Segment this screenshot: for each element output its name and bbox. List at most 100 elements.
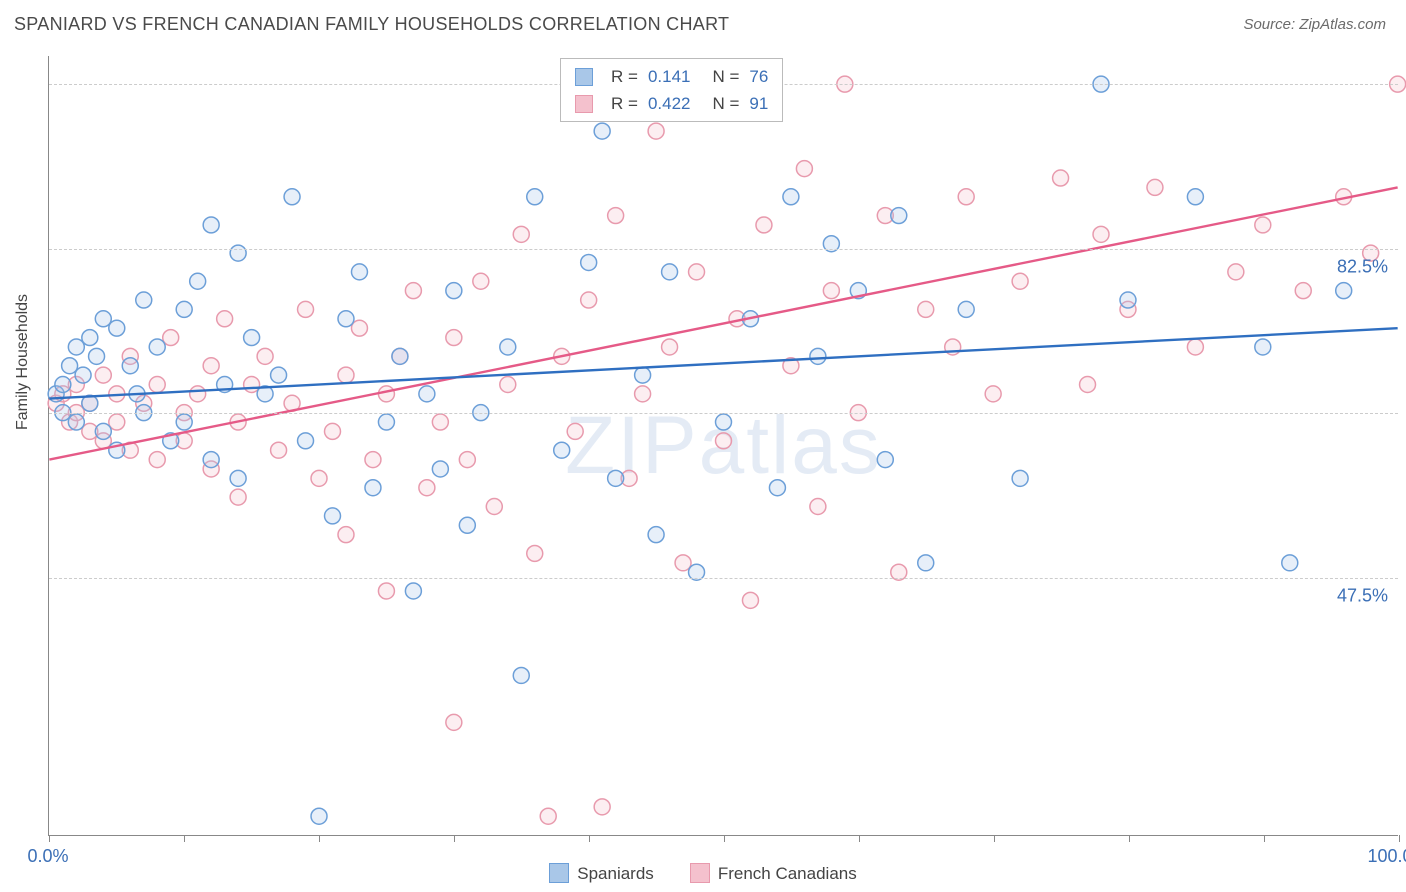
data-point bbox=[985, 386, 1001, 402]
x-tick bbox=[724, 835, 725, 842]
data-point bbox=[459, 517, 475, 533]
data-point bbox=[716, 414, 732, 430]
data-point bbox=[244, 377, 260, 393]
stat-label-n: N = bbox=[712, 90, 739, 117]
data-point bbox=[689, 264, 705, 280]
data-point bbox=[769, 480, 785, 496]
grid-line bbox=[49, 413, 1398, 414]
data-point bbox=[203, 358, 219, 374]
x-tick bbox=[1264, 835, 1265, 842]
data-point bbox=[190, 273, 206, 289]
x-tick bbox=[454, 835, 455, 842]
data-point bbox=[149, 452, 165, 468]
data-point bbox=[756, 217, 772, 233]
stat-label-r: R = bbox=[611, 90, 638, 117]
x-tick-label: 0.0% bbox=[27, 846, 68, 867]
data-point bbox=[405, 583, 421, 599]
data-point bbox=[567, 423, 583, 439]
data-point bbox=[675, 555, 691, 571]
data-point bbox=[459, 452, 475, 468]
data-point bbox=[203, 452, 219, 468]
data-point bbox=[513, 667, 529, 683]
data-point bbox=[594, 799, 610, 815]
data-point bbox=[540, 808, 556, 824]
data-point bbox=[891, 208, 907, 224]
chart-svg bbox=[49, 56, 1398, 835]
data-point bbox=[432, 461, 448, 477]
data-point bbox=[1295, 283, 1311, 299]
x-tick bbox=[319, 835, 320, 842]
x-tick bbox=[589, 835, 590, 842]
data-point bbox=[230, 470, 246, 486]
data-point bbox=[298, 433, 314, 449]
data-point bbox=[608, 470, 624, 486]
data-point bbox=[635, 367, 651, 383]
data-point bbox=[1255, 217, 1271, 233]
data-point bbox=[257, 348, 273, 364]
data-point bbox=[1228, 264, 1244, 280]
data-point bbox=[217, 311, 233, 327]
data-point bbox=[958, 301, 974, 317]
data-point bbox=[1282, 555, 1298, 571]
data-point bbox=[338, 311, 354, 327]
legend-item: Spaniards bbox=[549, 863, 654, 884]
data-point bbox=[203, 217, 219, 233]
x-tick bbox=[1399, 835, 1400, 842]
grid-line bbox=[49, 578, 1398, 579]
data-point bbox=[635, 386, 651, 402]
x-tick bbox=[859, 835, 860, 842]
data-point bbox=[82, 330, 98, 346]
data-point bbox=[68, 414, 84, 430]
data-point bbox=[1147, 179, 1163, 195]
data-point bbox=[918, 301, 934, 317]
legend-label: Spaniards bbox=[577, 864, 654, 883]
x-tick-label: 100.0% bbox=[1367, 846, 1406, 867]
data-point bbox=[109, 320, 125, 336]
data-point bbox=[823, 283, 839, 299]
y-tick-label: 82.5% bbox=[1337, 256, 1388, 277]
data-point bbox=[742, 592, 758, 608]
data-point bbox=[500, 377, 516, 393]
data-point bbox=[1053, 170, 1069, 186]
data-point bbox=[95, 367, 111, 383]
data-point bbox=[796, 161, 812, 177]
x-tick bbox=[184, 835, 185, 842]
data-point bbox=[446, 283, 462, 299]
data-point bbox=[446, 330, 462, 346]
stats-row: R =0.141N =76 bbox=[575, 63, 768, 90]
data-point bbox=[810, 348, 826, 364]
data-point bbox=[662, 264, 678, 280]
data-point bbox=[271, 367, 287, 383]
data-point bbox=[55, 377, 71, 393]
data-point bbox=[810, 499, 826, 515]
data-point bbox=[783, 189, 799, 205]
data-point bbox=[271, 442, 287, 458]
data-point bbox=[149, 377, 165, 393]
data-point bbox=[1093, 226, 1109, 242]
data-point bbox=[648, 527, 664, 543]
data-point bbox=[163, 330, 179, 346]
data-point bbox=[446, 714, 462, 730]
data-point bbox=[95, 311, 111, 327]
legend-swatch bbox=[690, 863, 710, 883]
data-point bbox=[244, 330, 260, 346]
data-point bbox=[351, 320, 367, 336]
data-point bbox=[513, 226, 529, 242]
data-point bbox=[149, 339, 165, 355]
x-tick bbox=[49, 835, 50, 842]
data-point bbox=[662, 339, 678, 355]
data-point bbox=[62, 358, 78, 374]
data-point bbox=[500, 339, 516, 355]
legend-swatch bbox=[575, 68, 593, 86]
scatter-plot-area: ZIPatlas 47.5%82.5% bbox=[48, 56, 1398, 836]
stat-value-n: 76 bbox=[749, 63, 768, 90]
data-point bbox=[95, 423, 111, 439]
data-point bbox=[1187, 339, 1203, 355]
stat-value-n: 91 bbox=[749, 90, 768, 117]
data-point bbox=[392, 348, 408, 364]
data-point bbox=[581, 292, 597, 308]
data-point bbox=[581, 254, 597, 270]
data-point bbox=[1187, 189, 1203, 205]
data-point bbox=[1012, 273, 1028, 289]
data-point bbox=[311, 808, 327, 824]
